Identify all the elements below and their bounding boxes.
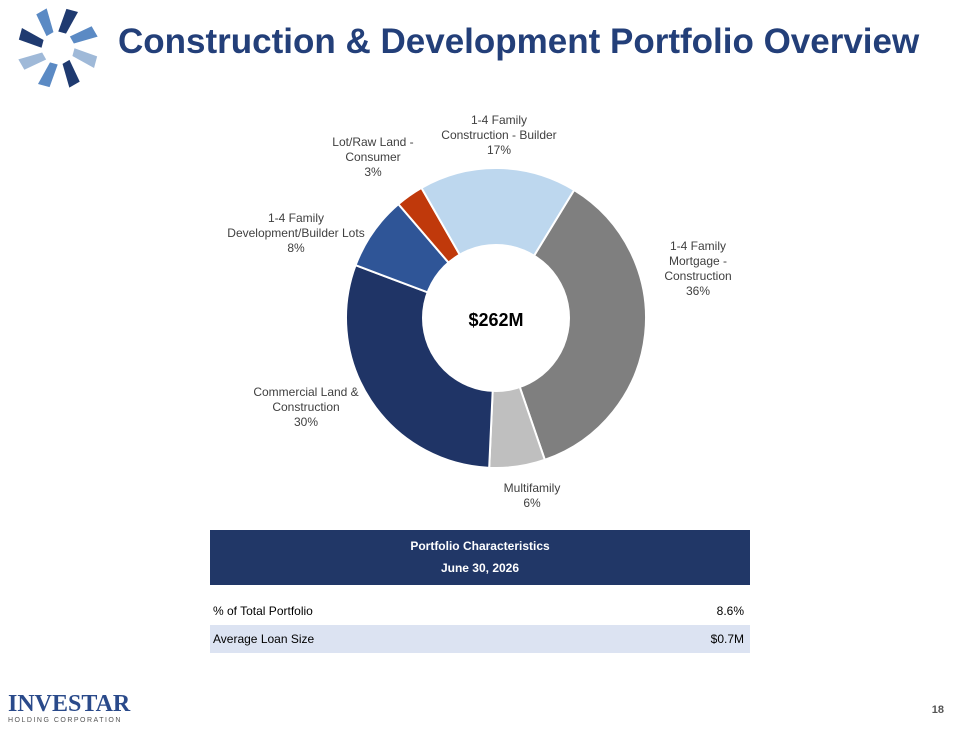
center-total-label: $262M — [468, 310, 523, 330]
slice-label: 1-4 Family Mortgage -Construction 36% — [664, 239, 731, 298]
slice-label: Commercial Land & Construction 30% — [253, 385, 358, 429]
footer-logo-name: INVESTAR — [8, 691, 131, 717]
row-label: Average Loan Size — [213, 632, 315, 646]
slice-label: 1-4 Family Development/Builder Lots 8% — [227, 211, 364, 255]
table-row: Average Loan Size $0.7M — [210, 625, 750, 653]
slice-1-4-family-construction-builder — [420, 167, 576, 320]
table-header: Portfolio Characteristics June 30, 2026 — [210, 530, 750, 585]
table-title: Portfolio Characteristics — [410, 539, 550, 553]
row-value: $0.7M — [710, 632, 744, 646]
footer-logo-subtitle: HOLDING CORPORATION — [8, 717, 122, 724]
slice-label: 1-4 Family Construction - Builder 17% — [441, 113, 556, 157]
page-title: Construction & Development Portfolio Ove… — [118, 22, 920, 61]
slice-label: Multifamily 6% — [504, 481, 561, 510]
page-number: 18 — [931, 704, 944, 716]
slice-label: Lot/Raw Land -Consumer 3% — [332, 135, 413, 179]
portfolio-characteristics-table: Portfolio Characteristics June 30, 2026 … — [210, 530, 750, 653]
investar-star-logo — [18, 8, 98, 88]
donut-chart: $262M 1-4 Family Mortgage -Construction 36… — [227, 113, 731, 510]
row-value: 8.6% — [716, 604, 744, 618]
investar-footer-logo: INVESTAR HOLDING CORPORATION — [8, 692, 130, 724]
row-label: % of Total Portfolio — [213, 604, 313, 618]
table-date: June 30, 2026 — [440, 561, 520, 575]
donut-hole — [422, 244, 570, 392]
table-row: % of Total Portfolio 8.6% — [210, 597, 750, 625]
